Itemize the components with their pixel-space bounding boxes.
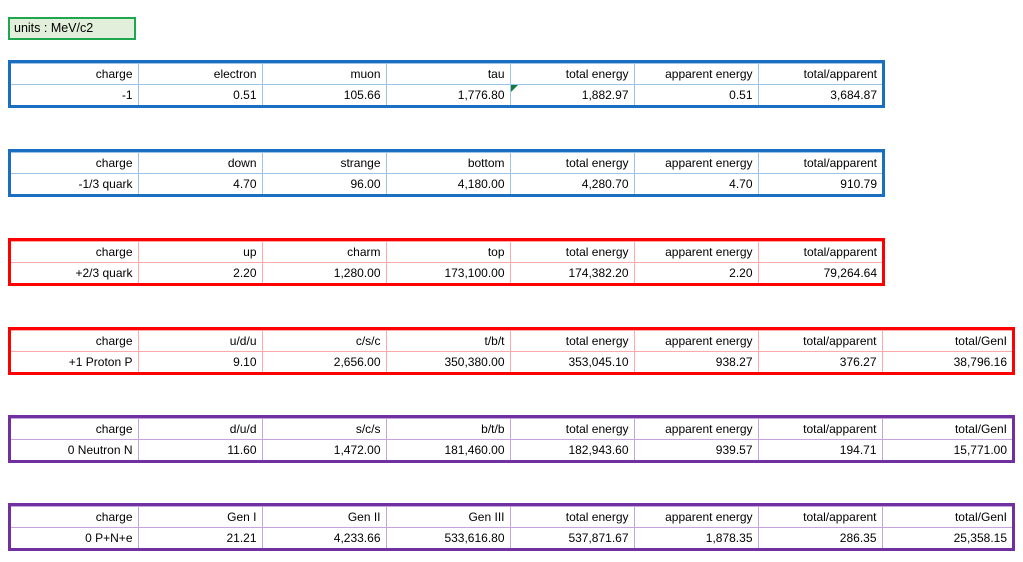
data-cell-neutron-2[interactable]: 1,472.00 [261,439,386,460]
data-cell-down-type-quarks-4[interactable]: 4,280.70 [509,173,634,194]
data-cell-atom-p-n-e-1[interactable]: 21.21 [137,527,262,548]
data-cell-up-type-quarks-3[interactable]: 173,100.00 [385,262,510,283]
data-cell-proton-1[interactable]: 9.10 [137,351,262,372]
data-cell-leptons-1[interactable]: 0.51 [137,84,262,105]
header-cell-proton-5[interactable]: apparent energy [633,330,758,352]
data-cell-leptons-0[interactable]: -1 [11,84,138,105]
data-cell-leptons-2[interactable]: 105.66 [261,84,386,105]
data-cell-down-type-quarks-2[interactable]: 96.00 [261,173,386,194]
data-cell-neutron-3[interactable]: 181,460.00 [385,439,510,460]
header-cell-leptons-0[interactable]: charge [11,63,138,85]
header-cell-up-type-quarks-3[interactable]: top [385,241,510,263]
data-cell-atom-p-n-e-4[interactable]: 537,871.67 [509,527,634,548]
header-cell-leptons-1[interactable]: electron [137,63,262,85]
header-cell-leptons-6[interactable]: total/apparent [757,63,882,85]
header-cell-proton-6[interactable]: total/apparent [757,330,882,352]
header-cell-atom-p-n-e-7[interactable]: total/GenI [881,506,1012,528]
header-cell-neutron-5[interactable]: apparent energy [633,418,758,440]
header-cell-neutron-7[interactable]: total/GenI [881,418,1012,440]
data-cell-down-type-quarks-6[interactable]: 910.79 [757,173,882,194]
neutron-table: charge d/u/d s/c/s b/t/b total energy apparen… [8,415,1015,463]
data-cell-up-type-quarks-5[interactable]: 2.20 [633,262,758,283]
leptons-table: charge electron muon tau total energy apparen… [8,60,885,108]
header-cell-leptons-2[interactable]: muon [261,63,386,85]
header-cell-atom-p-n-e-2[interactable]: Gen II [261,506,386,528]
data-cell-neutron-0[interactable]: 0 Neutron N [11,439,138,460]
data-cell-leptons-3[interactable]: 1,776.80 [385,84,510,105]
header-cell-atom-p-n-e-3[interactable]: Gen III [385,506,510,528]
header-cell-proton-7[interactable]: total/GenI [881,330,1012,352]
header-cell-neutron-4[interactable]: total energy [509,418,634,440]
data-cell-atom-p-n-e-5[interactable]: 1,878.35 [633,527,758,548]
data-cell-neutron-4[interactable]: 182,943.60 [509,439,634,460]
header-cell-down-type-quarks-5[interactable]: apparent energy [633,152,758,174]
data-cell-proton-5[interactable]: 938.27 [633,351,758,372]
data-cell-proton-4[interactable]: 353,045.10 [509,351,634,372]
atom-table: charge Gen I Gen II Gen III total energy appa… [8,503,1015,551]
data-cell-proton-7[interactable]: 38,796.16 [881,351,1012,372]
data-cell-proton-0[interactable]: +1 Proton P [11,351,138,372]
header-cell-atom-p-n-e-6[interactable]: total/apparent [757,506,882,528]
data-cell-up-type-quarks-0[interactable]: +2/3 quark [11,262,138,283]
data-cell-atom-p-n-e-2[interactable]: 4,233.66 [261,527,386,548]
header-cell-neutron-2[interactable]: s/c/s [261,418,386,440]
header-cell-atom-p-n-e-0[interactable]: charge [11,506,138,528]
data-cell-leptons-6[interactable]: 3,684.87 [757,84,882,105]
header-cell-leptons-4[interactable]: total energy [509,63,634,85]
data-cell-neutron-6[interactable]: 194.71 [757,439,882,460]
data-cell-atom-p-n-e-7[interactable]: 25,358.15 [881,527,1012,548]
header-cell-up-type-quarks-1[interactable]: up [137,241,262,263]
data-cell-proton-2[interactable]: 2,656.00 [261,351,386,372]
header-cell-down-type-quarks-6[interactable]: total/apparent [757,152,882,174]
header-cell-proton-2[interactable]: c/s/c [261,330,386,352]
data-cell-atom-p-n-e-6[interactable]: 286.35 [757,527,882,548]
header-cell-proton-1[interactable]: u/d/u [137,330,262,352]
data-cell-neutron-1[interactable]: 11.60 [137,439,262,460]
header-cell-down-type-quarks-3[interactable]: bottom [385,152,510,174]
down-type-quarks-table: charge down strange bottom total energy appar… [8,149,885,197]
data-cell-atom-p-n-e-3[interactable]: 533,616.80 [385,527,510,548]
header-cell-proton-3[interactable]: t/b/t [385,330,510,352]
header-cell-neutron-0[interactable]: charge [11,418,138,440]
proton-table: charge u/d/u c/s/c t/b/t total energy apparen… [8,327,1015,375]
up-type-quarks-table: charge up charm top total energy apparent ene… [8,238,885,286]
header-cell-neutron-1[interactable]: d/u/d [137,418,262,440]
data-cell-up-type-quarks-6[interactable]: 79,264.64 [757,262,882,283]
data-cell-atom-p-n-e-0[interactable]: 0 P+N+e [11,527,138,548]
data-cell-up-type-quarks-2[interactable]: 1,280.00 [261,262,386,283]
header-cell-neutron-6[interactable]: total/apparent [757,418,882,440]
header-cell-proton-4[interactable]: total energy [509,330,634,352]
header-cell-atom-p-n-e-1[interactable]: Gen I [137,506,262,528]
data-cell-up-type-quarks-1[interactable]: 2.20 [137,262,262,283]
data-cell-proton-6[interactable]: 376.27 [757,351,882,372]
header-cell-up-type-quarks-2[interactable]: charm [261,241,386,263]
header-cell-atom-p-n-e-5[interactable]: apparent energy [633,506,758,528]
header-cell-up-type-quarks-6[interactable]: total/apparent [757,241,882,263]
data-cell-up-type-quarks-4[interactable]: 174,382.20 [509,262,634,283]
units-box[interactable]: units : MeV/c2 [8,17,136,40]
data-cell-down-type-quarks-0[interactable]: -1/3 quark [11,173,138,194]
header-cell-up-type-quarks-4[interactable]: total energy [509,241,634,263]
header-cell-neutron-3[interactable]: b/t/b [385,418,510,440]
cell-note-triangle-icon [511,85,518,92]
data-cell-neutron-5[interactable]: 939.57 [633,439,758,460]
data-cell-leptons-5[interactable]: 0.51 [633,84,758,105]
header-cell-leptons-5[interactable]: apparent energy [633,63,758,85]
header-cell-down-type-quarks-1[interactable]: down [137,152,262,174]
header-cell-up-type-quarks-0[interactable]: charge [11,241,138,263]
header-cell-up-type-quarks-5[interactable]: apparent energy [633,241,758,263]
header-cell-leptons-3[interactable]: tau [385,63,510,85]
data-cell-neutron-7[interactable]: 15,771.00 [881,439,1012,460]
data-cell-proton-3[interactable]: 350,380.00 [385,351,510,372]
header-cell-down-type-quarks-2[interactable]: strange [261,152,386,174]
data-cell-down-type-quarks-3[interactable]: 4,180.00 [385,173,510,194]
header-cell-down-type-quarks-0[interactable]: charge [11,152,138,174]
header-cell-down-type-quarks-4[interactable]: total energy [509,152,634,174]
header-cell-atom-p-n-e-4[interactable]: total energy [509,506,634,528]
header-cell-proton-0[interactable]: charge [11,330,138,352]
data-cell-down-type-quarks-1[interactable]: 4.70 [137,173,262,194]
data-cell-down-type-quarks-5[interactable]: 4.70 [633,173,758,194]
data-cell-leptons-4[interactable]: 1,882.97 [509,84,634,105]
